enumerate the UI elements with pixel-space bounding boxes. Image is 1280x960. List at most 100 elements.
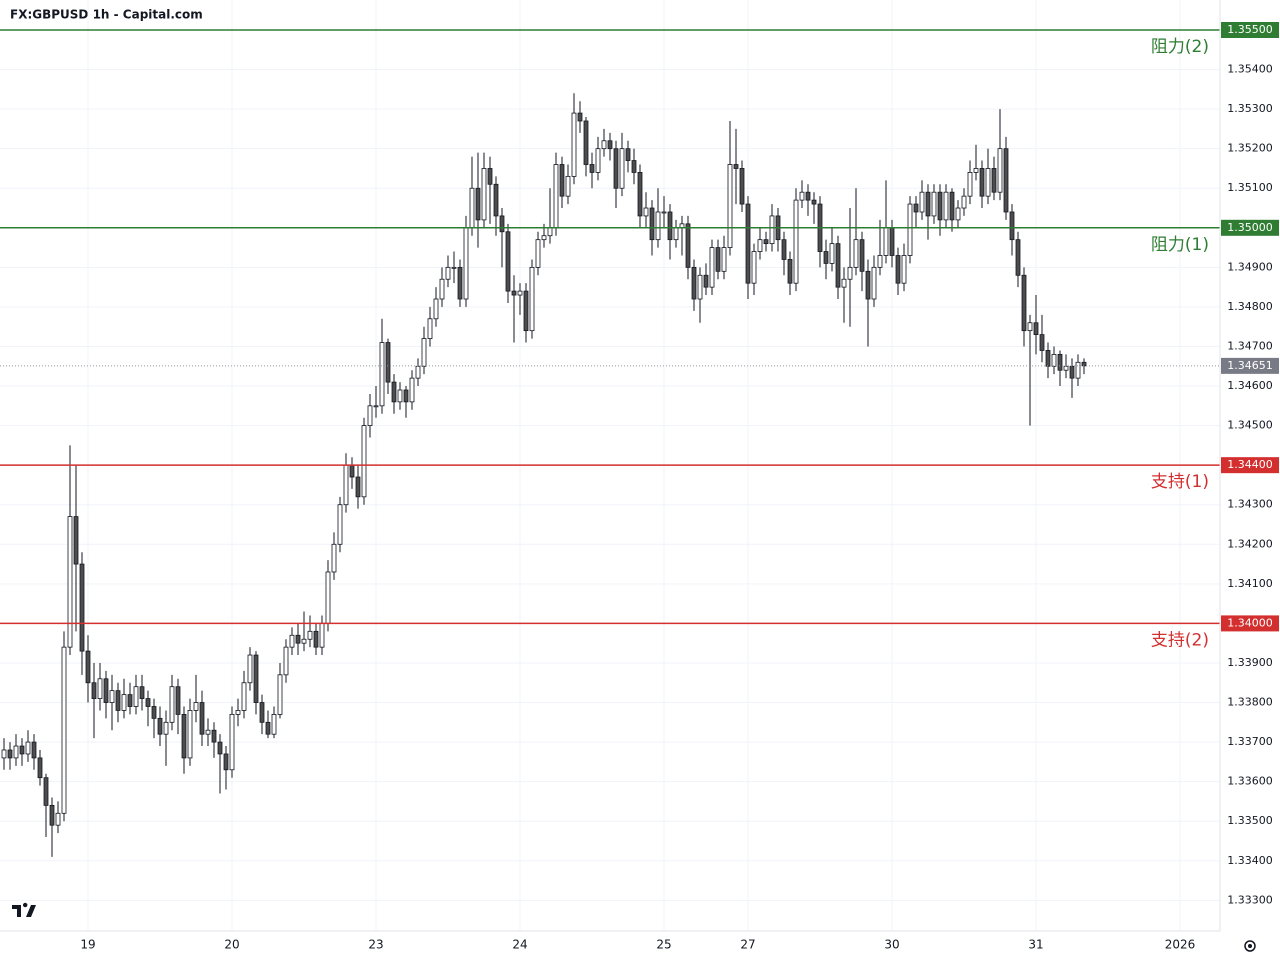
candle-body — [397, 389, 403, 403]
y-tick-label: 1.34500 — [1227, 419, 1273, 432]
x-tick-label: 24 — [512, 938, 527, 952]
level-badge-label: 1.35500 — [1227, 23, 1273, 36]
candle-body — [439, 278, 445, 300]
candle-body — [457, 266, 463, 300]
candle-body — [655, 211, 661, 241]
candle-body — [49, 804, 55, 826]
candle-body — [277, 674, 283, 715]
candle-body — [697, 274, 703, 300]
y-tick-label: 1.35100 — [1227, 181, 1273, 194]
level-label: 阻力(2) — [1151, 37, 1209, 57]
candle-body — [787, 259, 793, 284]
settings-button[interactable] — [1244, 940, 1256, 952]
candle-body — [799, 191, 805, 201]
chart-title: FX:GBPUSD 1h - Capital.com — [10, 8, 203, 22]
candle-body — [703, 274, 709, 288]
level-badge — [1221, 615, 1279, 632]
x-tick-label: 27 — [740, 938, 755, 952]
y-tick-label: 1.35200 — [1227, 142, 1273, 155]
x-tick-label: 31 — [1028, 938, 1043, 952]
candle-body — [145, 698, 151, 707]
candle-body — [811, 199, 817, 205]
candle-body — [475, 187, 481, 221]
candle-body — [601, 140, 607, 150]
candle-body — [349, 464, 355, 478]
candle-body — [115, 690, 121, 711]
candle-body — [919, 191, 925, 213]
candle-body — [337, 504, 343, 545]
candle-body — [745, 203, 751, 284]
candle-body — [901, 255, 907, 284]
candle-body — [535, 239, 541, 268]
candle-body — [391, 381, 397, 403]
y-tick-label: 1.33300 — [1227, 893, 1273, 906]
y-tick-label: 1.34200 — [1227, 537, 1273, 550]
candle-body — [67, 516, 73, 648]
candle-body — [625, 148, 631, 161]
candle-body — [691, 266, 697, 300]
candle-body — [265, 721, 271, 735]
candle-body — [133, 686, 139, 707]
candle-body — [571, 112, 577, 177]
level-label: 支持(1) — [1151, 472, 1209, 492]
candle-body — [169, 686, 175, 723]
candle-body — [865, 270, 871, 300]
candle-body — [991, 168, 997, 193]
candle-body — [835, 243, 841, 288]
candle-body — [343, 464, 349, 506]
level-badge-label: 1.34400 — [1227, 458, 1273, 471]
y-tick-label: 1.33700 — [1227, 735, 1273, 748]
candle-body — [445, 266, 451, 280]
candle-body — [163, 721, 169, 735]
x-tick-label: 2026 — [1165, 938, 1196, 952]
y-tick-label: 1.34800 — [1227, 300, 1273, 313]
candle-body — [577, 112, 583, 122]
gear-ring[interactable] — [1244, 940, 1256, 952]
candle-body — [1021, 274, 1027, 332]
candle-body — [943, 191, 949, 221]
candle-body — [289, 634, 295, 648]
candle-body — [1051, 353, 1057, 367]
candle-body — [721, 247, 727, 272]
candle-body — [385, 342, 391, 383]
candle-body — [73, 516, 79, 565]
candle-body — [1033, 322, 1039, 336]
candle-body — [619, 148, 625, 189]
candle-body — [211, 729, 217, 743]
candle-body — [241, 682, 247, 711]
candle-body — [823, 251, 829, 264]
candle-body — [1, 749, 7, 759]
candle-body — [505, 231, 511, 292]
candle-body — [25, 741, 31, 755]
candle-body — [685, 223, 691, 268]
candle-body — [367, 405, 373, 427]
candle-body — [643, 207, 649, 217]
candle-body — [739, 168, 745, 205]
candle-body — [805, 191, 811, 201]
candle-body — [223, 753, 229, 771]
candle-body — [259, 702, 265, 723]
candle-body — [175, 686, 181, 715]
candle-body — [523, 290, 529, 332]
candle-body — [769, 215, 775, 245]
candle-body — [649, 207, 655, 241]
candle-body — [871, 266, 877, 300]
candle-body — [553, 164, 559, 229]
y-tick-label: 1.33600 — [1227, 775, 1273, 788]
y-tick-label: 1.34900 — [1227, 260, 1273, 273]
candle-body — [925, 191, 931, 217]
candle-body — [511, 290, 517, 296]
x-tick-label: 19 — [80, 938, 95, 952]
candle-body — [55, 812, 61, 826]
candle-body — [91, 682, 97, 699]
candle-body — [763, 239, 769, 245]
gear-center[interactable] — [1248, 944, 1252, 948]
candle-body — [1003, 148, 1009, 213]
candle-body — [181, 713, 187, 759]
candle-body — [913, 203, 919, 213]
candle-body — [307, 630, 313, 640]
candle-body — [157, 717, 163, 735]
candle-body — [103, 678, 109, 703]
candle-body — [967, 172, 973, 197]
